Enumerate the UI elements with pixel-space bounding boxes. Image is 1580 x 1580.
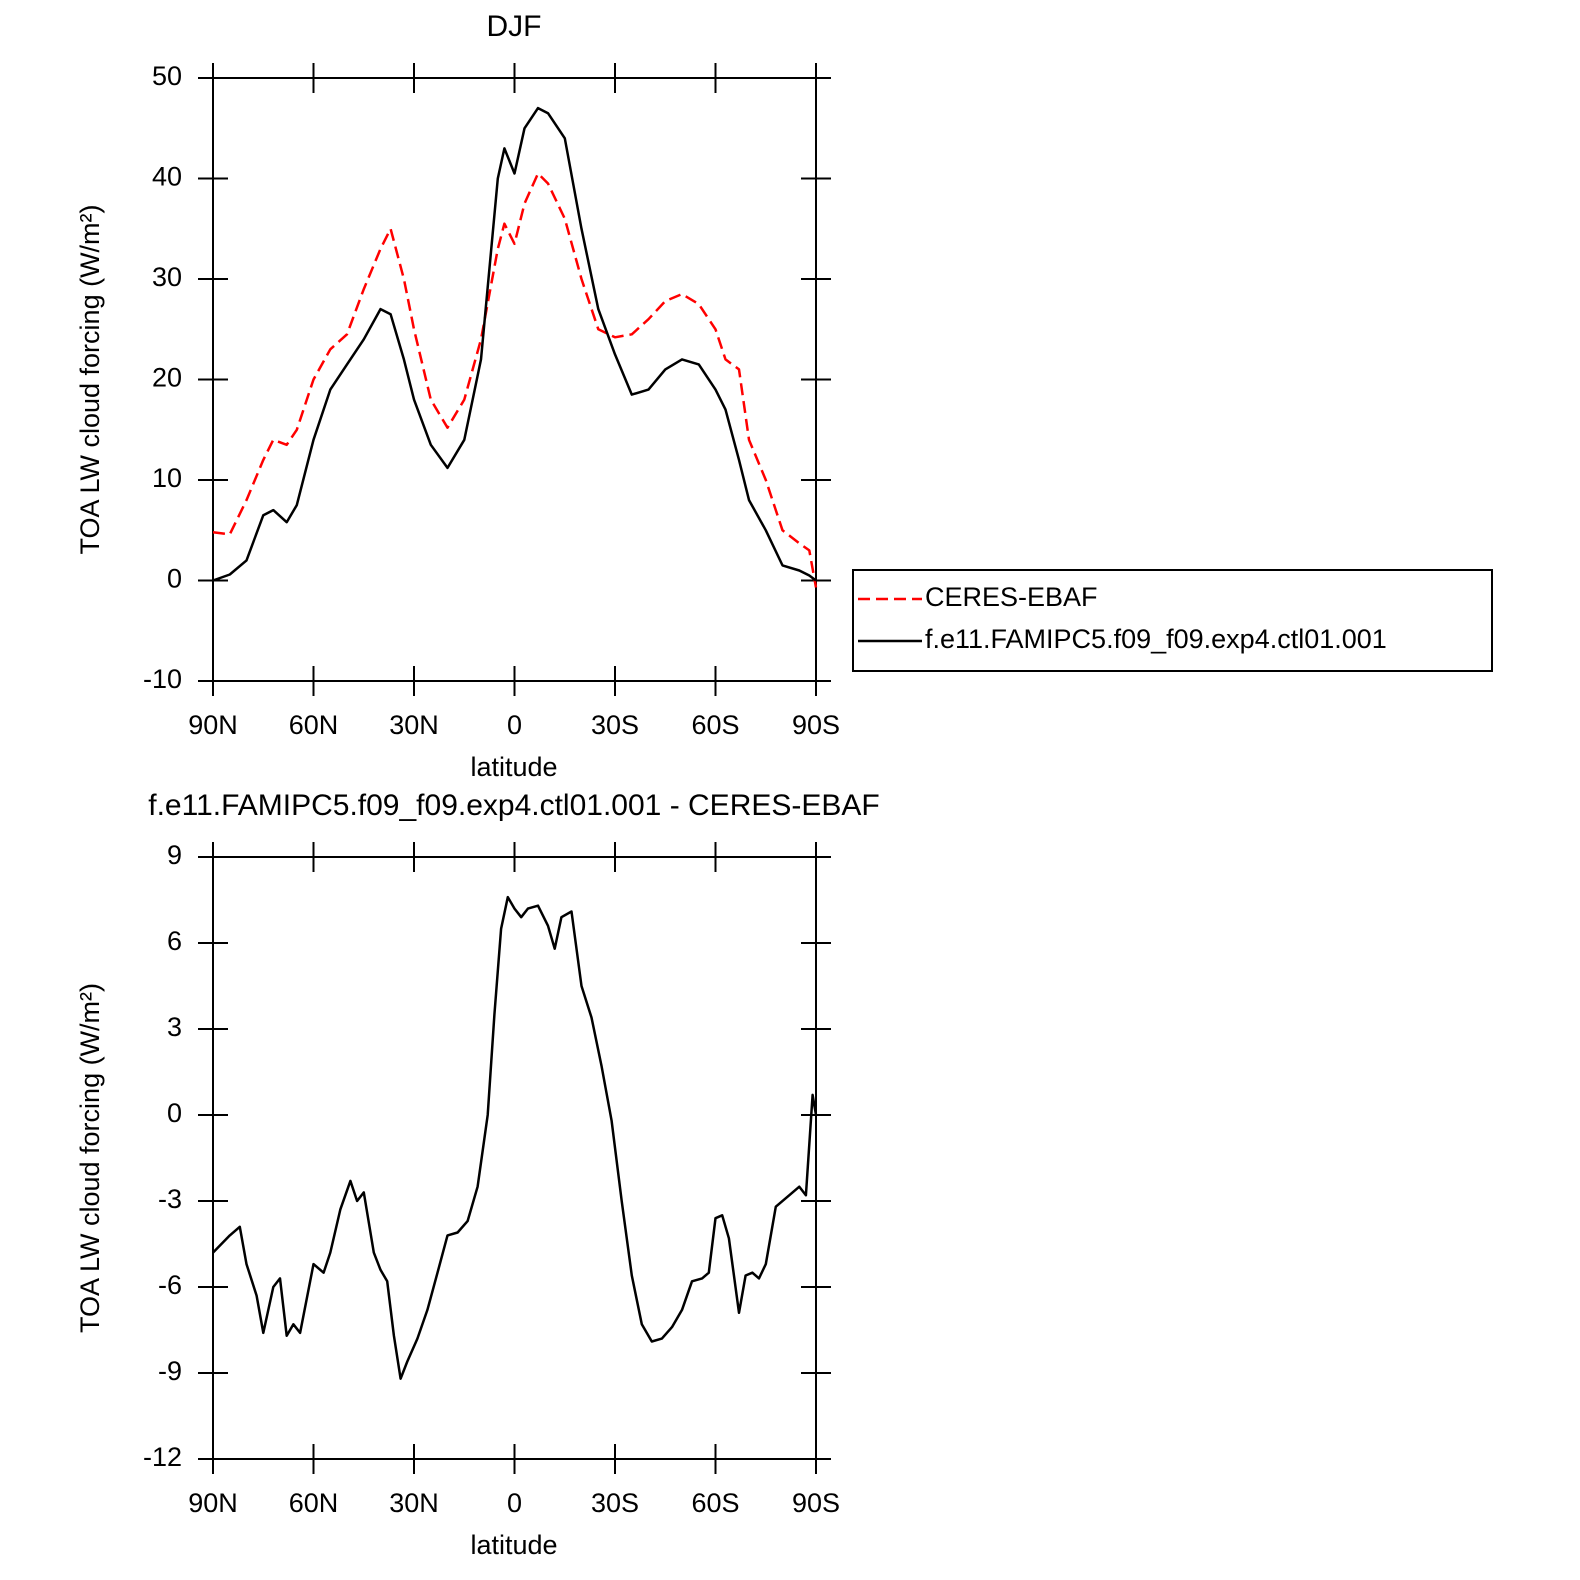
- y-tick-label: 0: [167, 1098, 182, 1128]
- y-tick-label: -6: [158, 1270, 182, 1300]
- data-line: [212, 172, 818, 588]
- x-tick-label: 60N: [289, 1488, 339, 1518]
- x-tick-label: 60S: [691, 710, 739, 740]
- y-tick-label: -3: [158, 1184, 182, 1214]
- y-tick-label: 30: [152, 262, 182, 292]
- x-tick-label: 0: [507, 1488, 522, 1518]
- x-tick-label: 30N: [389, 1488, 439, 1518]
- legend-label: CERES-EBAF: [925, 582, 1098, 612]
- y-tick-label: 40: [152, 162, 182, 192]
- y-tick-label: 0: [167, 564, 182, 594]
- y-axis-label: TOA LW cloud forcing (W/m²): [75, 983, 105, 1333]
- x-tick-label: 30S: [591, 1488, 639, 1518]
- y-tick-label: 10: [152, 463, 182, 493]
- y-tick-label: -9: [158, 1356, 182, 1386]
- y-tick-label: 50: [152, 61, 182, 91]
- x-tick-label: 60S: [691, 1488, 739, 1518]
- x-tick-label: 30S: [591, 710, 639, 740]
- x-axis-label: latitude: [470, 752, 557, 782]
- x-tick-label: 30N: [389, 710, 439, 740]
- y-tick-label: 3: [167, 1012, 182, 1042]
- x-tick-label: 60N: [289, 710, 339, 740]
- legend-label: f.e11.FAMIPC5.f09_f09.exp4.ctl01.001: [925, 624, 1387, 654]
- y-axis-label: TOA LW cloud forcing (W/m²): [75, 204, 105, 554]
- chart-title: f.e11.FAMIPC5.f09_f09.exp4.ctl01.001 - C…: [148, 789, 879, 822]
- y-tick-label: -12: [143, 1442, 182, 1472]
- x-axis-label: latitude: [470, 1530, 557, 1560]
- x-tick-label: 90S: [792, 1488, 840, 1518]
- legend-box: [852, 569, 1493, 672]
- x-tick-label: 90N: [188, 710, 238, 740]
- y-tick-label: -10: [143, 664, 182, 694]
- x-tick-label: 90S: [792, 710, 840, 740]
- y-tick-label: 6: [167, 926, 182, 956]
- y-tick-label: 9: [167, 840, 182, 870]
- data-line: [212, 895, 818, 1380]
- x-tick-label: 0: [507, 710, 522, 740]
- data-line: [212, 106, 817, 582]
- plot-frame: [212, 856, 817, 1460]
- chart-title: DJF: [487, 10, 542, 43]
- y-tick-label: 20: [152, 363, 182, 393]
- x-tick-label: 90N: [188, 1488, 238, 1518]
